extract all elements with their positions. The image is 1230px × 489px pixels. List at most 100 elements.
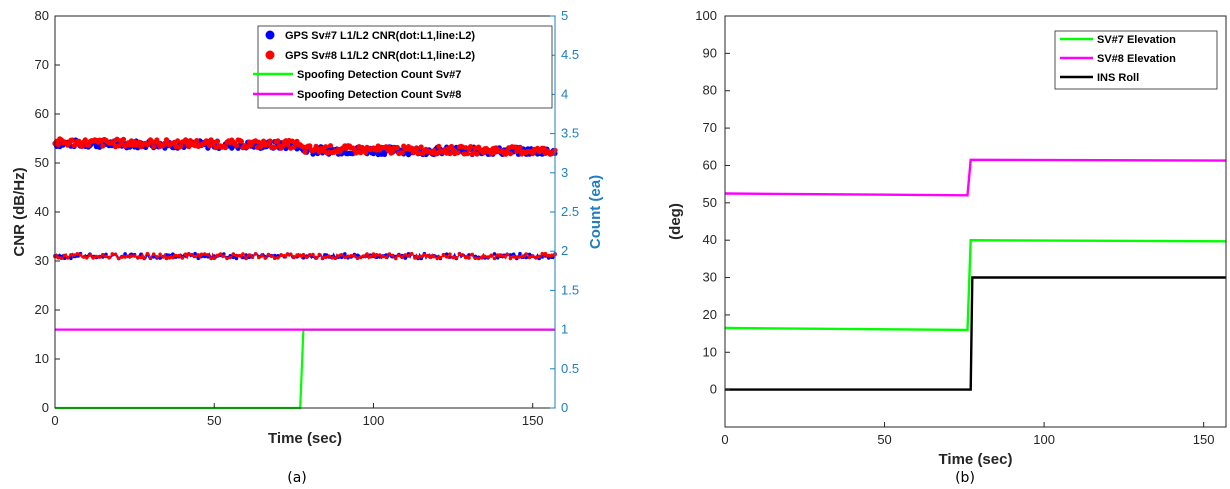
cnr-l2-point [113,252,118,257]
cnr-l1-point [307,143,313,149]
cnr-l1-point [409,145,415,151]
cnr-l2-point [444,252,449,256]
cnr-l1-point [178,143,184,149]
cnr-l2-point [330,255,334,260]
cnr-l2-point [336,254,341,258]
cnr-l2-point [511,254,516,259]
cnr-l2-point [317,252,322,257]
cnr-l2-point [266,252,271,257]
cnr-l2-point [164,256,169,261]
cnr-l2-point [285,252,290,256]
cnr-l2-point [444,254,449,259]
y-right-tick-label-a: 0.5 [561,361,579,376]
x-axis-label-b: Time (sec) [939,451,1013,468]
cnr-l1-point [323,144,329,150]
cnr-l2-point [320,256,325,261]
cnr-l2-point [448,252,452,256]
cnr-l2-point [228,255,232,260]
series-line-b-1 [724,158,1227,197]
cnr-l2-point [177,253,181,258]
chart-a: 0 50 100 150 0 10 20 30 40 50 60 70 80 0 0.5 1 1.5 2 2.5 3 3… [11,8,604,486]
cnr-l1-point [214,139,220,145]
cnr-l2-point [88,253,92,257]
y-tick-label-a: 60 [35,106,49,121]
y-right-tick-label-a: 4.5 [561,47,579,62]
cnr-l2-point [69,253,73,257]
cnr-l2-point [413,256,417,260]
plot-frame-b [724,15,1227,428]
cnr-l1-point [530,151,536,157]
y-axis-label-a: CNR (dB/Hz) [11,167,28,256]
cnr-l2-point [435,256,440,261]
x-tick-label-b: 100 [1033,432,1055,447]
cnr-l2-point [476,256,481,261]
cnr-l2-point [384,255,389,260]
cnr-l2-point [174,253,178,258]
cnr-l1-point [418,144,424,150]
y-right-tick-label-a: 4 [561,86,568,101]
cnr-l2-point [378,253,382,257]
cnr-l2-point [187,252,191,256]
y-tick-label-b: 70 [703,120,717,135]
cnr-l2-point [56,255,60,260]
cnr-l2-point [282,254,287,258]
cnr-l2-point [91,256,95,260]
cnr-l1-point [507,151,513,157]
cnr-l2-point [65,255,70,260]
cnr-l2-point [72,253,76,257]
cnr-l2-point [215,253,220,258]
cnr-l2-point [387,252,392,256]
x-tick-label-a: 50 [207,413,221,428]
cnr-l2-point [422,253,427,257]
cnr-l1-point [267,138,273,144]
cnr-l2-point [429,255,433,259]
cnr-l2-point [151,254,156,259]
y-right-tick-label-a: 1.5 [561,282,579,297]
cnr-l1-point [436,143,442,149]
cnr-l2-point [390,253,395,258]
cnr-l2-point [101,252,105,257]
y-tick-label-a: 10 [35,351,49,366]
cnr-l2-point [311,252,315,257]
cnr-l2-point [222,254,226,258]
cnr-l2-point [362,254,366,258]
cnr-l1-point [187,138,193,144]
legend-marker-a [265,50,275,60]
legend-box-a [257,25,553,109]
cnr-l1-point [175,138,181,144]
cnr-l1-point [261,138,267,144]
cnr-l2-point [209,256,213,261]
cnr-l2-point [237,253,242,258]
y-right-tick-label-a: 3 [561,165,568,180]
cnr-l2-point [120,255,124,259]
cnr-l2-point [298,253,303,258]
cnr-l2-point [234,253,239,258]
cnr-l2-point [190,252,194,257]
cnr-l2-point [129,254,134,258]
cnr-l2-point [183,252,188,256]
cnr-l2-point [543,251,548,256]
y-axis-label-b: (deg) [667,203,684,240]
cnr-l2-point [339,253,344,257]
cnr-l2-point [530,254,535,258]
cnr-l1-point [386,145,392,151]
cnr-l2-point [419,254,424,259]
cnr-l2-point [409,252,414,256]
cnr-l2-point [218,252,223,256]
cnr-l2-point [425,253,430,258]
cnr-l1-point [394,144,400,151]
cnr-l1-point [280,143,286,149]
cnr-l1-point [480,150,486,156]
cnr-l2-dots-sv8 [53,251,557,261]
cnr-l1-point [120,136,127,142]
x-tick-label-b: 0 [721,432,728,447]
cnr-l2-point [155,254,159,259]
cnr-l2-point [416,255,420,259]
cnr-l2-point [540,251,545,256]
y-tick-label-b: 80 [703,83,717,98]
cnr-l2-point [518,255,522,259]
cnr-l1-point [100,143,106,149]
cnr-l2-point [132,254,137,258]
cnr-l2-point [457,252,462,256]
